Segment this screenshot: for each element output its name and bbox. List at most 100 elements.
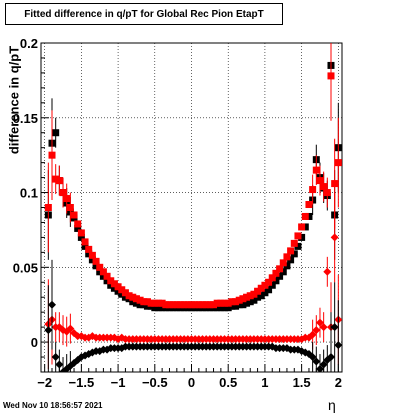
data-point bbox=[319, 323, 328, 332]
data-point bbox=[96, 263, 104, 271]
data-point bbox=[132, 299, 140, 307]
data-point bbox=[217, 304, 225, 312]
data-point bbox=[140, 298, 148, 306]
data-point bbox=[327, 72, 335, 80]
data-point bbox=[55, 177, 63, 185]
data-point bbox=[154, 299, 162, 307]
data-point bbox=[121, 293, 129, 301]
x-tick-label: 1.5 bbox=[293, 375, 311, 390]
data-point bbox=[326, 353, 335, 362]
data-point bbox=[44, 204, 52, 211]
data-point bbox=[228, 302, 236, 310]
data-point bbox=[305, 212, 313, 220]
data-point bbox=[287, 247, 295, 255]
data-point bbox=[265, 286, 273, 294]
data-point bbox=[121, 289, 129, 297]
y-tick-label: 0.1 bbox=[20, 186, 38, 201]
x-axis-label: η bbox=[328, 397, 336, 413]
data-point bbox=[331, 180, 339, 188]
data-point bbox=[254, 293, 262, 301]
data-point bbox=[308, 330, 317, 339]
data-point bbox=[92, 262, 100, 270]
data-point bbox=[213, 299, 221, 307]
data-point bbox=[176, 301, 184, 309]
data-point bbox=[232, 302, 240, 310]
data-point bbox=[199, 301, 207, 309]
data-point bbox=[206, 301, 214, 309]
data-point bbox=[294, 242, 302, 250]
data-point bbox=[180, 301, 188, 309]
data-point bbox=[51, 353, 60, 362]
data-point bbox=[279, 259, 287, 267]
data-point bbox=[55, 360, 64, 369]
data-point bbox=[48, 151, 56, 159]
data-point bbox=[107, 281, 115, 289]
data-point bbox=[110, 284, 118, 292]
data-point bbox=[165, 301, 173, 309]
data-point bbox=[88, 251, 96, 259]
chart-title: Fitted difference in q/pT for Global Rec… bbox=[5, 3, 283, 25]
data-point bbox=[316, 177, 324, 185]
data-point bbox=[52, 175, 60, 183]
data-point bbox=[232, 298, 240, 306]
data-point bbox=[224, 299, 232, 307]
data-point bbox=[77, 229, 85, 237]
data-point bbox=[246, 298, 254, 306]
data-point bbox=[107, 277, 115, 285]
data-point bbox=[103, 277, 111, 285]
data-point bbox=[114, 283, 122, 291]
data-point bbox=[213, 304, 221, 312]
data-point bbox=[99, 268, 107, 276]
data-point bbox=[312, 326, 321, 335]
data-point bbox=[77, 233, 85, 241]
data-point bbox=[81, 242, 89, 250]
data-point bbox=[257, 284, 265, 292]
y-tick-label: 0.05 bbox=[13, 260, 38, 275]
data-point bbox=[114, 287, 122, 295]
data-point bbox=[132, 295, 140, 303]
data-point bbox=[283, 262, 291, 270]
x-tick-label: −0.5 bbox=[142, 375, 168, 390]
data-point bbox=[81, 238, 89, 246]
data-point bbox=[143, 302, 151, 310]
data-point bbox=[85, 245, 93, 253]
x-tick-label: 2 bbox=[335, 375, 342, 390]
data-point bbox=[184, 301, 192, 309]
data-point bbox=[279, 268, 287, 276]
data-point bbox=[59, 189, 67, 197]
data-point bbox=[158, 304, 166, 312]
data-point bbox=[224, 304, 232, 312]
data-point bbox=[301, 223, 309, 231]
data-point bbox=[44, 326, 53, 335]
x-tick-label: 0 bbox=[188, 375, 195, 390]
data-point bbox=[110, 280, 118, 288]
data-point bbox=[315, 365, 324, 372]
data-point bbox=[62, 365, 71, 372]
data-point bbox=[147, 299, 155, 307]
data-point bbox=[257, 292, 265, 300]
data-point bbox=[272, 269, 280, 277]
x-tick-label: 1 bbox=[261, 375, 268, 390]
data-point bbox=[169, 301, 177, 309]
data-point bbox=[265, 278, 273, 286]
data-point bbox=[298, 223, 306, 231]
data-point bbox=[323, 267, 332, 276]
data-point bbox=[151, 304, 159, 312]
data-point bbox=[151, 299, 159, 307]
data-point bbox=[319, 360, 328, 369]
data-point bbox=[290, 239, 298, 247]
data-point bbox=[250, 290, 258, 298]
data-point bbox=[287, 256, 295, 264]
x-tick-label: −1.5 bbox=[69, 375, 95, 390]
data-point bbox=[235, 296, 243, 304]
data-point bbox=[85, 250, 93, 258]
data-point bbox=[323, 189, 331, 197]
data-point bbox=[261, 289, 269, 297]
data-point bbox=[305, 201, 313, 209]
data-point bbox=[312, 357, 321, 366]
data-point bbox=[268, 281, 276, 289]
data-point bbox=[235, 301, 243, 309]
data-point bbox=[88, 256, 96, 264]
data-point bbox=[301, 212, 309, 220]
data-point bbox=[254, 287, 262, 295]
